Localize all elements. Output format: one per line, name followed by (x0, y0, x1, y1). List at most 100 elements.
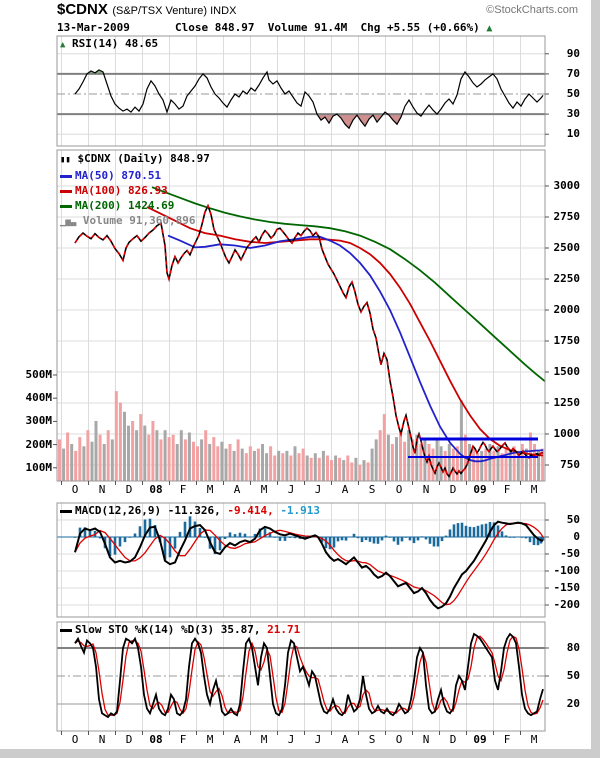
macd-axis-label: -200 (553, 598, 581, 611)
macd-axis-label: -50 (560, 547, 580, 560)
main-axis-label: 1750 (553, 334, 581, 347)
month-label: N (422, 733, 430, 746)
main-axis-label: 3000 (553, 179, 581, 192)
macd-value-1: -11.326, (167, 504, 221, 517)
volume-axis-label: 400M (25, 391, 53, 405)
month-label: M (260, 483, 268, 496)
axis-tick-marks (53, 53, 549, 735)
main-panel (56, 149, 546, 482)
main-legend: ▮▮ $CDNX (Daily) 848.97 MA(50) 870.51 MA… (60, 151, 210, 230)
main-axis-label: 2000 (553, 303, 581, 316)
main-axis-label: 1000 (553, 427, 581, 440)
stockcharts-logo[interactable]: ©StockCharts.com (486, 4, 578, 16)
sto-panel-label: Slow STO %K(14) %D(3) 35.87, 21.71 (60, 623, 300, 636)
sto-axis-label: 50 (566, 669, 580, 682)
month-label: F (179, 733, 187, 746)
month-label: S (368, 483, 376, 496)
month-label: 09 (473, 733, 487, 746)
month-label: N (98, 483, 106, 496)
month-label: J (314, 733, 322, 746)
rsi-axis-label: 70 (566, 66, 580, 80)
month-label: N (98, 733, 106, 746)
legend-cdnx: $CDNX (Daily) 848.97 (77, 152, 210, 165)
ma100-line-icon (60, 189, 72, 193)
symbol-title: $CDNX (57, 1, 108, 18)
macd-axis-label: -150 (553, 581, 581, 594)
month-label: A (233, 733, 241, 746)
close-label: Close (175, 21, 209, 34)
chg-value: +5.55 (+0.66%) (387, 21, 480, 34)
sto-axis-label: 20 (566, 697, 580, 710)
month-label: A (341, 733, 349, 746)
month-label: O (395, 733, 403, 746)
macd-axis-label: 0 (573, 530, 580, 543)
right-margin (591, 0, 600, 758)
sto-d-value: 21.71 (267, 623, 301, 636)
rsi-axis-label: 30 (566, 107, 580, 121)
month-label: S (368, 733, 376, 746)
macd-line-icon (60, 509, 72, 513)
bottom-margin (0, 749, 600, 758)
month-label: M (530, 483, 538, 496)
candles-icon: ▮▮ (60, 155, 71, 165)
month-label: J (314, 483, 322, 496)
rsi-axis-label: 10 (566, 127, 580, 141)
month-label: F (503, 733, 511, 746)
macd-label-text: MACD(12,26,9) (75, 504, 162, 517)
month-label: A (233, 483, 241, 496)
month-label: M (530, 733, 538, 746)
month-label: D (125, 733, 133, 746)
close-value: 848.97 (214, 21, 255, 34)
rsi-label-text: RSI(14) 48.65 (72, 37, 159, 50)
macd-value-3: -1.913 (280, 504, 321, 517)
main-axis-label: 2750 (553, 210, 581, 223)
rsi-axis-label: 50 (566, 87, 580, 100)
sto-panel (56, 621, 546, 732)
month-label: A (341, 483, 349, 496)
month-label: N (422, 483, 430, 496)
month-label: M (260, 733, 268, 746)
month-label: O (71, 733, 79, 746)
chart-header: $CDNX (S&P/TSX Venture) INDX (57, 1, 236, 19)
volume-axis-label: 500M (25, 368, 53, 381)
month-label: O (395, 483, 403, 496)
main-axis-label: 1500 (553, 365, 581, 378)
volume-axis-label: 200M (25, 437, 53, 451)
symbol-subtitle: (S&P/TSX Venture) INDX (112, 5, 237, 17)
sto-line-icon (60, 628, 72, 632)
month-label: D (125, 483, 133, 496)
month-label: J (287, 733, 295, 746)
volume-bars-icon: ▁▅▃ (60, 217, 77, 227)
macd-value-2: -9.414, (227, 504, 274, 517)
sto-k-value: 35.87, (220, 623, 261, 636)
sto-axis-label: 80 (566, 641, 580, 654)
macd-panel-label: MACD(12,26,9) -11.326, -9.414, -1.913 (60, 504, 320, 517)
up-arrow-icon: ▲ (486, 23, 493, 34)
month-label: 08 (149, 483, 163, 496)
macd-panel (56, 502, 546, 618)
month-label: J (287, 483, 295, 496)
rsi-axis-label: 90 (566, 46, 580, 60)
legend-volume: Volume 91,360,896 (82, 214, 196, 227)
sto-label-text: Slow STO %K(14) %D(3) (75, 623, 215, 636)
month-label: M (206, 483, 214, 496)
month-label: F (503, 483, 511, 496)
chg-label: Chg (360, 21, 381, 34)
month-label: O (71, 483, 79, 496)
month-label: D (449, 483, 457, 496)
macd-axis-label: 50 (566, 513, 580, 526)
main-axis-label: 2250 (553, 272, 581, 285)
volume-label: Volume (267, 21, 308, 34)
legend-ma100: MA(100) 826.93 (75, 184, 168, 197)
rsi-panel (56, 35, 546, 147)
volume-bars (58, 391, 545, 481)
ma50-line-icon (60, 174, 72, 178)
quote-metrics: Close 848.97 Volume 91.4M Chg +5.55 (+0.… (175, 21, 492, 34)
main-axis-label: 2500 (553, 241, 581, 254)
ma200-line-icon (60, 204, 72, 208)
chart-date: 13-Mar-2009 (57, 21, 130, 34)
month-label: D (449, 733, 457, 746)
rsi-panel-label: ▲ RSI(14) 48.65 (60, 37, 158, 50)
